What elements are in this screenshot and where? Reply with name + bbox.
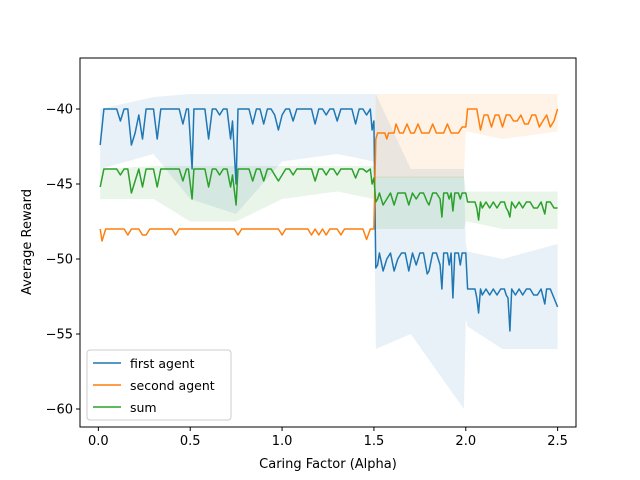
y-tick-label: −40 [46,103,73,118]
x-axis-title: Caring Factor (Alpha) [259,457,397,472]
x-tick-label: 1.5 [364,434,385,449]
series-lines [99,108,559,332]
y-tick-label: −50 [46,253,73,268]
legend-label-second-agent: second agent [130,378,215,393]
x-tick-label: 1.0 [272,434,293,449]
y-tick-label: −45 [46,178,73,193]
x-tick-label: 2.0 [455,434,476,449]
y-axis-title: Average Reward [20,189,35,295]
legend-label-first-agent: first agent [130,356,195,371]
legend: first agent second agent sum [86,349,232,421]
x-tick-label: 2.5 [547,434,568,449]
series-line-first-agent [99,108,559,332]
legend-label-sum: sum [130,400,157,415]
x-tick-label: 0.0 [88,434,109,449]
series-line-sum [99,168,558,221]
band-sum [100,166,558,229]
y-tick-label: −55 [46,328,73,343]
band-first-agent [100,94,558,409]
x-tick-label: 0.5 [180,434,201,449]
y-tick-label: −60 [46,403,73,418]
y-axis-ticks: −40 −45 −50 −55 −60 [46,103,80,418]
x-axis-ticks: 0.0 0.5 1.0 1.5 2.0 2.5 [88,427,568,449]
legend-box [86,349,232,421]
plot-area-frame [79,57,577,428]
series-line-second-agent [99,108,559,242]
